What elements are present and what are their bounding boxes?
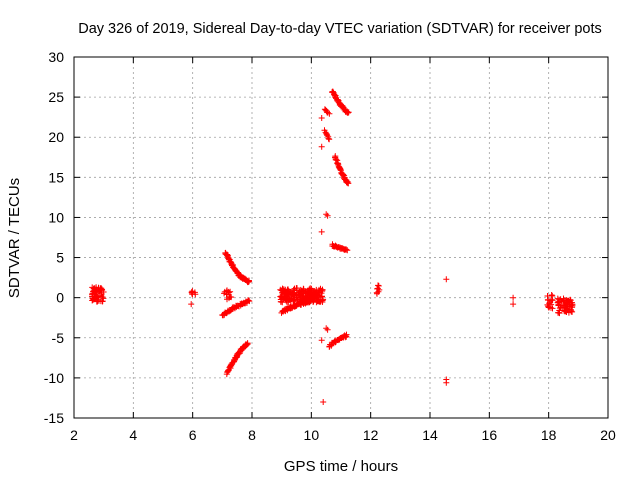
data-point (225, 288, 232, 295)
data-point (569, 302, 576, 309)
x-tick-label: 16 (482, 427, 498, 443)
data-point (221, 290, 228, 297)
data-point (556, 310, 563, 317)
data-point (304, 292, 311, 299)
data-point (188, 301, 195, 308)
y-tick-labels: -15 -10 -5 0 5 10 15 20 25 30 (44, 49, 64, 426)
data-point (289, 291, 295, 298)
data-point (188, 289, 195, 296)
x-tick-label: 4 (129, 427, 137, 443)
data-points (89, 88, 576, 405)
data-point (318, 143, 325, 150)
y-tick-label: -15 (44, 410, 64, 426)
data-point (324, 326, 331, 333)
x-tick-label: 2 (70, 427, 78, 443)
data-point (319, 287, 326, 294)
x-axis-label: GPS time / hours (284, 458, 398, 475)
data-point (317, 298, 324, 305)
data-point (443, 276, 450, 283)
data-point (443, 379, 450, 386)
x-tick-label: 12 (363, 427, 379, 443)
data-point (325, 135, 332, 142)
x-tick-label: 8 (248, 427, 256, 443)
data-point (324, 132, 331, 139)
data-point (548, 301, 555, 308)
y-tick-label: 15 (48, 169, 64, 185)
data-point (226, 295, 232, 302)
data-point (555, 298, 562, 305)
data-point (343, 246, 350, 253)
data-point (244, 340, 251, 347)
data-point (320, 399, 327, 405)
data-point (549, 297, 556, 304)
grid (74, 57, 608, 418)
data-point (344, 247, 351, 254)
data-point (344, 109, 351, 116)
x-tick-label: 6 (189, 427, 197, 443)
y-tick-label: 30 (48, 49, 64, 65)
data-point (343, 331, 350, 338)
data-point (375, 282, 382, 289)
y-tick-label: -10 (44, 370, 64, 386)
x-tick-labels: 2 4 6 8 10 12 14 16 18 20 (70, 427, 616, 443)
data-point (99, 294, 106, 300)
data-point (318, 228, 325, 235)
x-tick-label: 20 (600, 427, 616, 443)
data-point (560, 295, 567, 302)
data-point (298, 288, 305, 295)
data-point (89, 296, 96, 303)
data-point (326, 110, 333, 117)
data-point (564, 303, 571, 310)
data-point (246, 298, 253, 305)
data-point (318, 115, 325, 121)
data-point (567, 297, 574, 304)
data-point (246, 278, 253, 285)
data-point (291, 285, 298, 292)
data-point (90, 285, 97, 292)
data-point (333, 156, 340, 163)
y-tick-label: 20 (48, 129, 64, 145)
x-tick-label: 10 (304, 427, 320, 443)
data-point (224, 291, 231, 298)
data-point (303, 289, 310, 296)
data-point (563, 309, 570, 315)
data-point (98, 292, 105, 299)
data-point (324, 212, 331, 219)
data-point (93, 298, 100, 305)
y-tick-label: 0 (56, 290, 64, 306)
data-point (345, 180, 352, 187)
data-point (277, 296, 284, 303)
data-point (307, 285, 314, 292)
data-point (326, 136, 333, 143)
data-point (92, 288, 99, 295)
data-point (245, 297, 252, 304)
data-point (286, 289, 293, 295)
y-tick-label: -5 (52, 330, 65, 346)
data-point (510, 301, 517, 308)
y-tick-label: 25 (48, 89, 64, 105)
data-point (313, 286, 320, 293)
data-point (510, 294, 517, 301)
data-point (307, 297, 314, 304)
x-tick-label: 18 (541, 427, 557, 443)
y-axis-label: SDTVAR / TECUs (6, 178, 23, 298)
plot-frame (73, 56, 609, 419)
axis-ticks (73, 56, 609, 419)
chart-title: Day 326 of 2019, Sidereal Day-to-day VTE… (78, 21, 602, 37)
data-point (319, 293, 325, 300)
data-point (318, 337, 325, 344)
data-point (375, 288, 382, 295)
y-tick-label: 10 (48, 209, 64, 225)
x-tick-label: 14 (422, 427, 438, 443)
data-point (277, 286, 284, 293)
data-point (561, 304, 568, 311)
data-point (279, 295, 286, 302)
data-point (345, 109, 352, 116)
data-point (331, 91, 338, 98)
y-tick-label: 5 (56, 250, 64, 266)
